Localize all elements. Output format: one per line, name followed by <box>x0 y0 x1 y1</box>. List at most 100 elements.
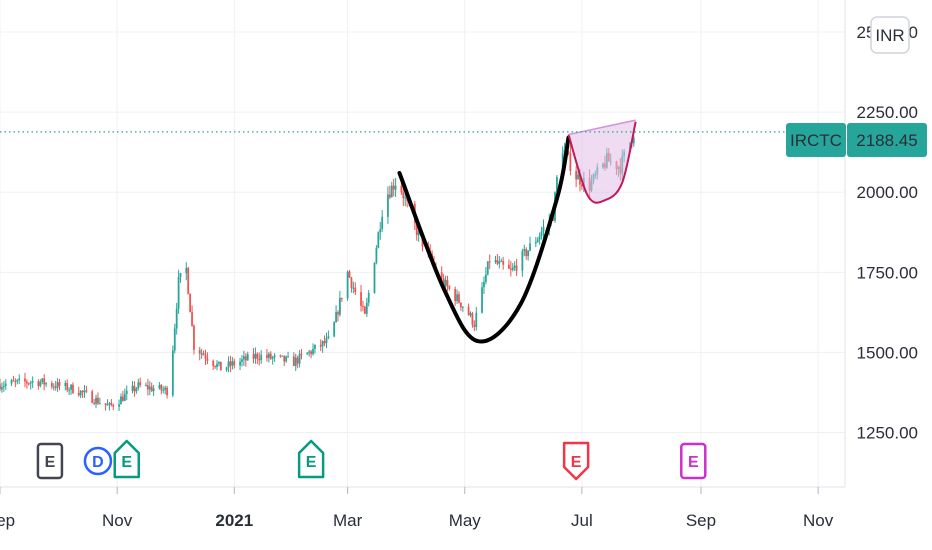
candle-body <box>348 271 351 278</box>
candle-body <box>310 351 313 355</box>
candle-body <box>508 264 510 269</box>
candle-body <box>25 381 28 384</box>
candle-body <box>179 273 182 277</box>
event-marker[interactable]: E <box>297 439 325 479</box>
event-marker[interactable]: E <box>562 441 590 481</box>
candle-body <box>52 386 55 388</box>
candle-body <box>85 390 88 392</box>
candle-body <box>135 388 138 392</box>
candle-body <box>340 297 343 299</box>
candle-body <box>292 356 295 367</box>
x-tick-label: Sep <box>0 511 15 530</box>
candle-body <box>283 355 286 362</box>
candle-body <box>327 336 330 339</box>
event-marker[interactable]: D <box>83 446 113 476</box>
candle-body <box>239 361 241 366</box>
candle-body <box>569 153 572 171</box>
candle-body <box>363 306 366 314</box>
candle-body <box>498 261 501 264</box>
event-marker[interactable]: E <box>680 442 707 480</box>
candle-body <box>394 185 397 190</box>
candle-body <box>158 385 161 389</box>
x-tick-label: Nov <box>803 511 834 530</box>
x-tick-label: Nov <box>102 511 133 530</box>
candle-body <box>486 261 489 275</box>
candle-body <box>580 184 583 187</box>
candle-body <box>502 260 505 265</box>
candle-body <box>496 260 499 264</box>
candle-body <box>64 382 67 386</box>
candle-body <box>123 393 126 401</box>
candle-body <box>333 322 336 337</box>
candle-body <box>390 185 393 198</box>
candle-body <box>360 292 362 306</box>
candle-body <box>285 356 288 362</box>
candle-body <box>175 308 178 329</box>
grid <box>0 0 845 487</box>
candle-body <box>373 262 376 293</box>
x-axis[interactable]: Sep Nov 2021 Mar May Jul Sep Nov <box>0 487 834 530</box>
candle-body <box>632 137 635 144</box>
candle-body <box>37 381 40 387</box>
event-marker-label: E <box>571 454 582 471</box>
candle-body <box>200 353 203 355</box>
candle-body <box>362 305 364 307</box>
candle-body <box>523 249 526 252</box>
candle-body <box>527 250 530 257</box>
currency-badge-text: INR <box>875 26 904 45</box>
x-tick-label: 2021 <box>215 511 253 530</box>
candle-body <box>120 396 122 405</box>
candle-body <box>10 380 13 384</box>
candle-body <box>54 386 57 388</box>
candle-body <box>352 287 355 289</box>
y-tick-label: 1750.00 <box>857 263 918 282</box>
x-tick-label: Sep <box>686 511 716 530</box>
candle-body <box>325 338 328 344</box>
x-tick-label: May <box>449 511 482 530</box>
y-tick-label: 1250.00 <box>857 424 918 443</box>
candle-body <box>460 302 462 308</box>
candle-body <box>266 354 268 358</box>
candle-body <box>294 357 297 367</box>
event-marker[interactable]: E <box>36 442 64 480</box>
candle-body <box>93 402 96 404</box>
candle-body <box>133 385 136 392</box>
candle-body <box>388 194 391 198</box>
candle-body <box>233 361 236 366</box>
candle-body <box>118 404 120 407</box>
candle-body <box>273 355 276 358</box>
price-label-box <box>847 123 927 157</box>
candle-body <box>529 243 531 251</box>
candle-body <box>131 385 134 391</box>
price-label: 2188.45 <box>856 131 917 150</box>
candle-body <box>392 185 395 190</box>
candle-body <box>95 397 97 404</box>
candle-body <box>150 386 153 392</box>
candle-body <box>577 174 579 180</box>
candle-body <box>381 216 384 230</box>
event-marker[interactable]: E <box>113 439 140 479</box>
candle-body <box>112 404 115 407</box>
candle-body <box>137 382 140 389</box>
candle-body <box>198 349 201 354</box>
candle-body <box>68 389 71 391</box>
candle-body <box>214 365 216 368</box>
symbol-price-label[interactable]: IRCTC 2188.45 <box>786 123 927 157</box>
candle-body <box>160 385 163 391</box>
candle-body <box>346 271 349 299</box>
event-marker-label: E <box>688 454 699 471</box>
candle-body <box>354 287 357 293</box>
candle-body <box>365 302 368 314</box>
currency-badge[interactable]: INR <box>870 16 910 54</box>
candle-body <box>279 355 282 357</box>
candle-body <box>231 361 234 366</box>
candle-body <box>91 391 94 403</box>
candle-body <box>79 390 82 396</box>
candlesticks <box>0 135 635 411</box>
x-tick-label: Jul <box>571 511 593 530</box>
event-marker-label: E <box>121 454 132 471</box>
candle-body <box>254 353 257 359</box>
